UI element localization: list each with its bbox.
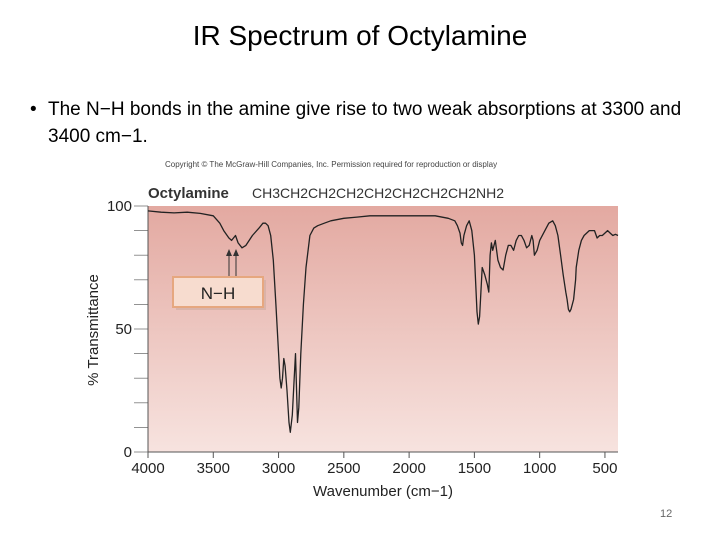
compound-formula: CH3CH2CH2CH2CH2CH2CH2CH2NH2 bbox=[252, 185, 504, 201]
x-tick-label: 2000 bbox=[392, 460, 425, 477]
x-axis-label: Wavenumber (cm−1) bbox=[313, 483, 453, 500]
copyright-notice: Copyright © The McGraw-Hill Companies, I… bbox=[165, 160, 498, 169]
y-tick-label: 50 bbox=[115, 321, 132, 338]
x-tick-label: 3000 bbox=[262, 460, 295, 477]
bullet-text: The N−H bonds in the amine give rise to … bbox=[48, 99, 682, 147]
x-tick-label: 500 bbox=[592, 460, 617, 477]
nh-arrowhead-right bbox=[233, 249, 239, 256]
y-axis-label: % Transmittance bbox=[85, 274, 102, 386]
nh-arrowhead-left bbox=[226, 249, 232, 256]
page-number: 12 bbox=[660, 508, 673, 520]
spectrum-trace bbox=[147, 210, 619, 433]
compound-name: Octylamine bbox=[148, 185, 229, 202]
y-tick-label: 100 bbox=[107, 198, 132, 215]
nh-label: N−H bbox=[201, 284, 235, 303]
x-tick-label: 1000 bbox=[523, 460, 556, 477]
x-tick-label: 2500 bbox=[327, 460, 360, 477]
x-tick-label: 3500 bbox=[197, 460, 230, 477]
bullet-dot: • bbox=[30, 99, 37, 120]
slide-title: IR Spectrum of Octylamine bbox=[192, 20, 528, 51]
nh-annotation: N−H bbox=[172, 249, 266, 310]
x-tick-label: 1500 bbox=[458, 460, 491, 477]
x-tick-label: 4000 bbox=[131, 460, 164, 477]
y-tick-label: 0 bbox=[124, 444, 132, 461]
nh-label-box bbox=[172, 276, 264, 308]
